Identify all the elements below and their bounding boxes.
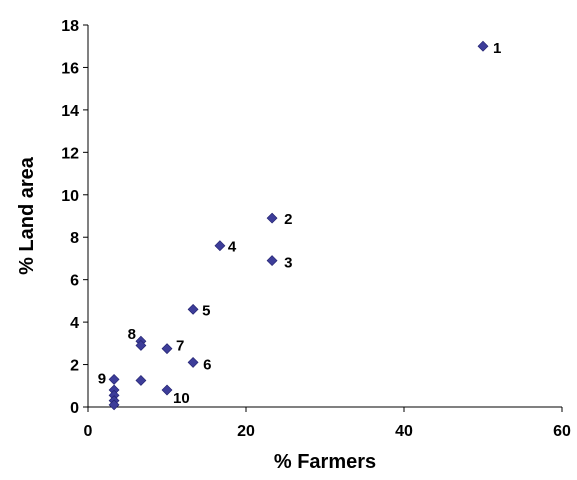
data-point-marker — [135, 340, 147, 351]
data-point-label: 7 — [176, 338, 184, 355]
x-tick-label: 20 — [237, 423, 255, 440]
x-tick-label: 0 — [84, 423, 93, 440]
data-point-label: 3 — [284, 255, 292, 272]
data-point-label: 8 — [128, 326, 136, 343]
y-tick-label: 8 — [70, 230, 79, 247]
y-tick-label: 12 — [61, 145, 79, 162]
point-labels: 1 2 3 4 5 6 7 8 9 10 — [98, 40, 502, 407]
y-tick-label: 10 — [61, 188, 79, 205]
y-tick-label: 4 — [70, 315, 79, 332]
data-point-marker — [266, 255, 278, 266]
y-tick-label: 18 — [61, 18, 79, 35]
data-point-label: 9 — [98, 370, 106, 387]
data-point-marker — [477, 40, 489, 52]
data-point-marker — [214, 240, 226, 252]
data-point-marker — [135, 375, 147, 386]
y-axis-title: % Land area — [16, 156, 38, 275]
data-point-label: 5 — [202, 302, 210, 319]
data-point-marker — [108, 399, 120, 411]
data-points — [108, 40, 489, 411]
x-axis-title: % Farmers — [274, 451, 376, 473]
data-point-marker — [161, 384, 173, 396]
data-point-label: 1 — [493, 40, 501, 57]
y-tick-label: 6 — [70, 273, 79, 290]
data-point-label: 10 — [173, 390, 190, 407]
y-axis-ticks: 0 2 4 6 8 10 12 14 16 18 — [61, 18, 88, 417]
y-tick-label: 2 — [70, 358, 79, 375]
x-tick-label: 60 — [553, 423, 571, 440]
data-point-marker — [266, 212, 278, 224]
data-point-marker — [187, 357, 199, 368]
y-tick-label: 16 — [61, 60, 79, 77]
data-point-marker — [187, 303, 199, 315]
x-axis-ticks: 0 20 40 60 — [84, 407, 571, 440]
data-point-label: 2 — [284, 211, 292, 228]
y-tick-label: 14 — [61, 103, 79, 120]
data-point-label: 6 — [203, 356, 211, 373]
x-tick-label: 40 — [395, 423, 413, 440]
data-point-marker — [161, 343, 173, 355]
data-point-marker — [108, 373, 120, 385]
y-tick-label: 0 — [70, 400, 79, 417]
data-point-label: 4 — [228, 239, 237, 256]
